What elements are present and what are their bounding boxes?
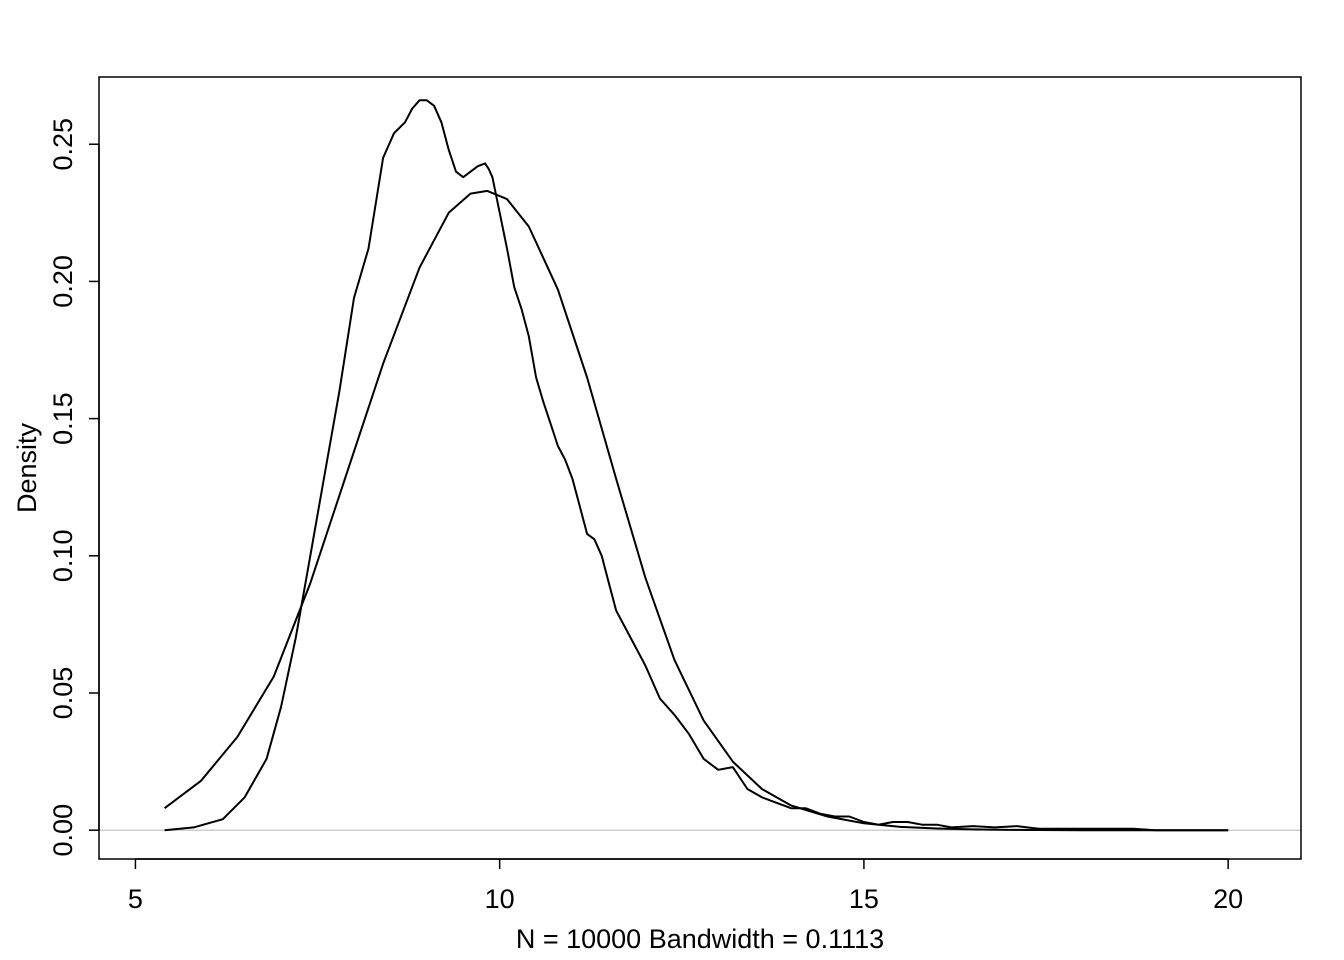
x-tick-label: 10 — [485, 884, 515, 914]
y-tick-label: 0.20 — [48, 255, 78, 308]
plot-frame — [98, 76, 1302, 860]
y-tick-label: 0.00 — [48, 804, 78, 857]
y-axis-label: Density — [12, 422, 42, 513]
x-tick-label: 5 — [128, 884, 143, 914]
y-tick-label: 0.10 — [48, 530, 78, 583]
y-tick-label: 0.15 — [48, 392, 78, 445]
x-tick-label: 15 — [849, 884, 879, 914]
x-tick-label: 20 — [1213, 884, 1243, 914]
x-axis-label: N = 10000 Bandwidth = 0.1113 — [516, 924, 884, 954]
y-axis: 0.00 0.05 0.10 0.15 0.20 0.25 — [48, 118, 100, 857]
density-series-line-2 — [163, 189, 1229, 832]
density-series-line-1 — [164, 99, 1229, 832]
series-layer — [163, 99, 1229, 832]
x-axis: 5 10 15 20 — [128, 858, 1243, 914]
y-tick-label: 0.05 — [48, 667, 78, 720]
y-tick-label: 0.25 — [48, 118, 78, 171]
